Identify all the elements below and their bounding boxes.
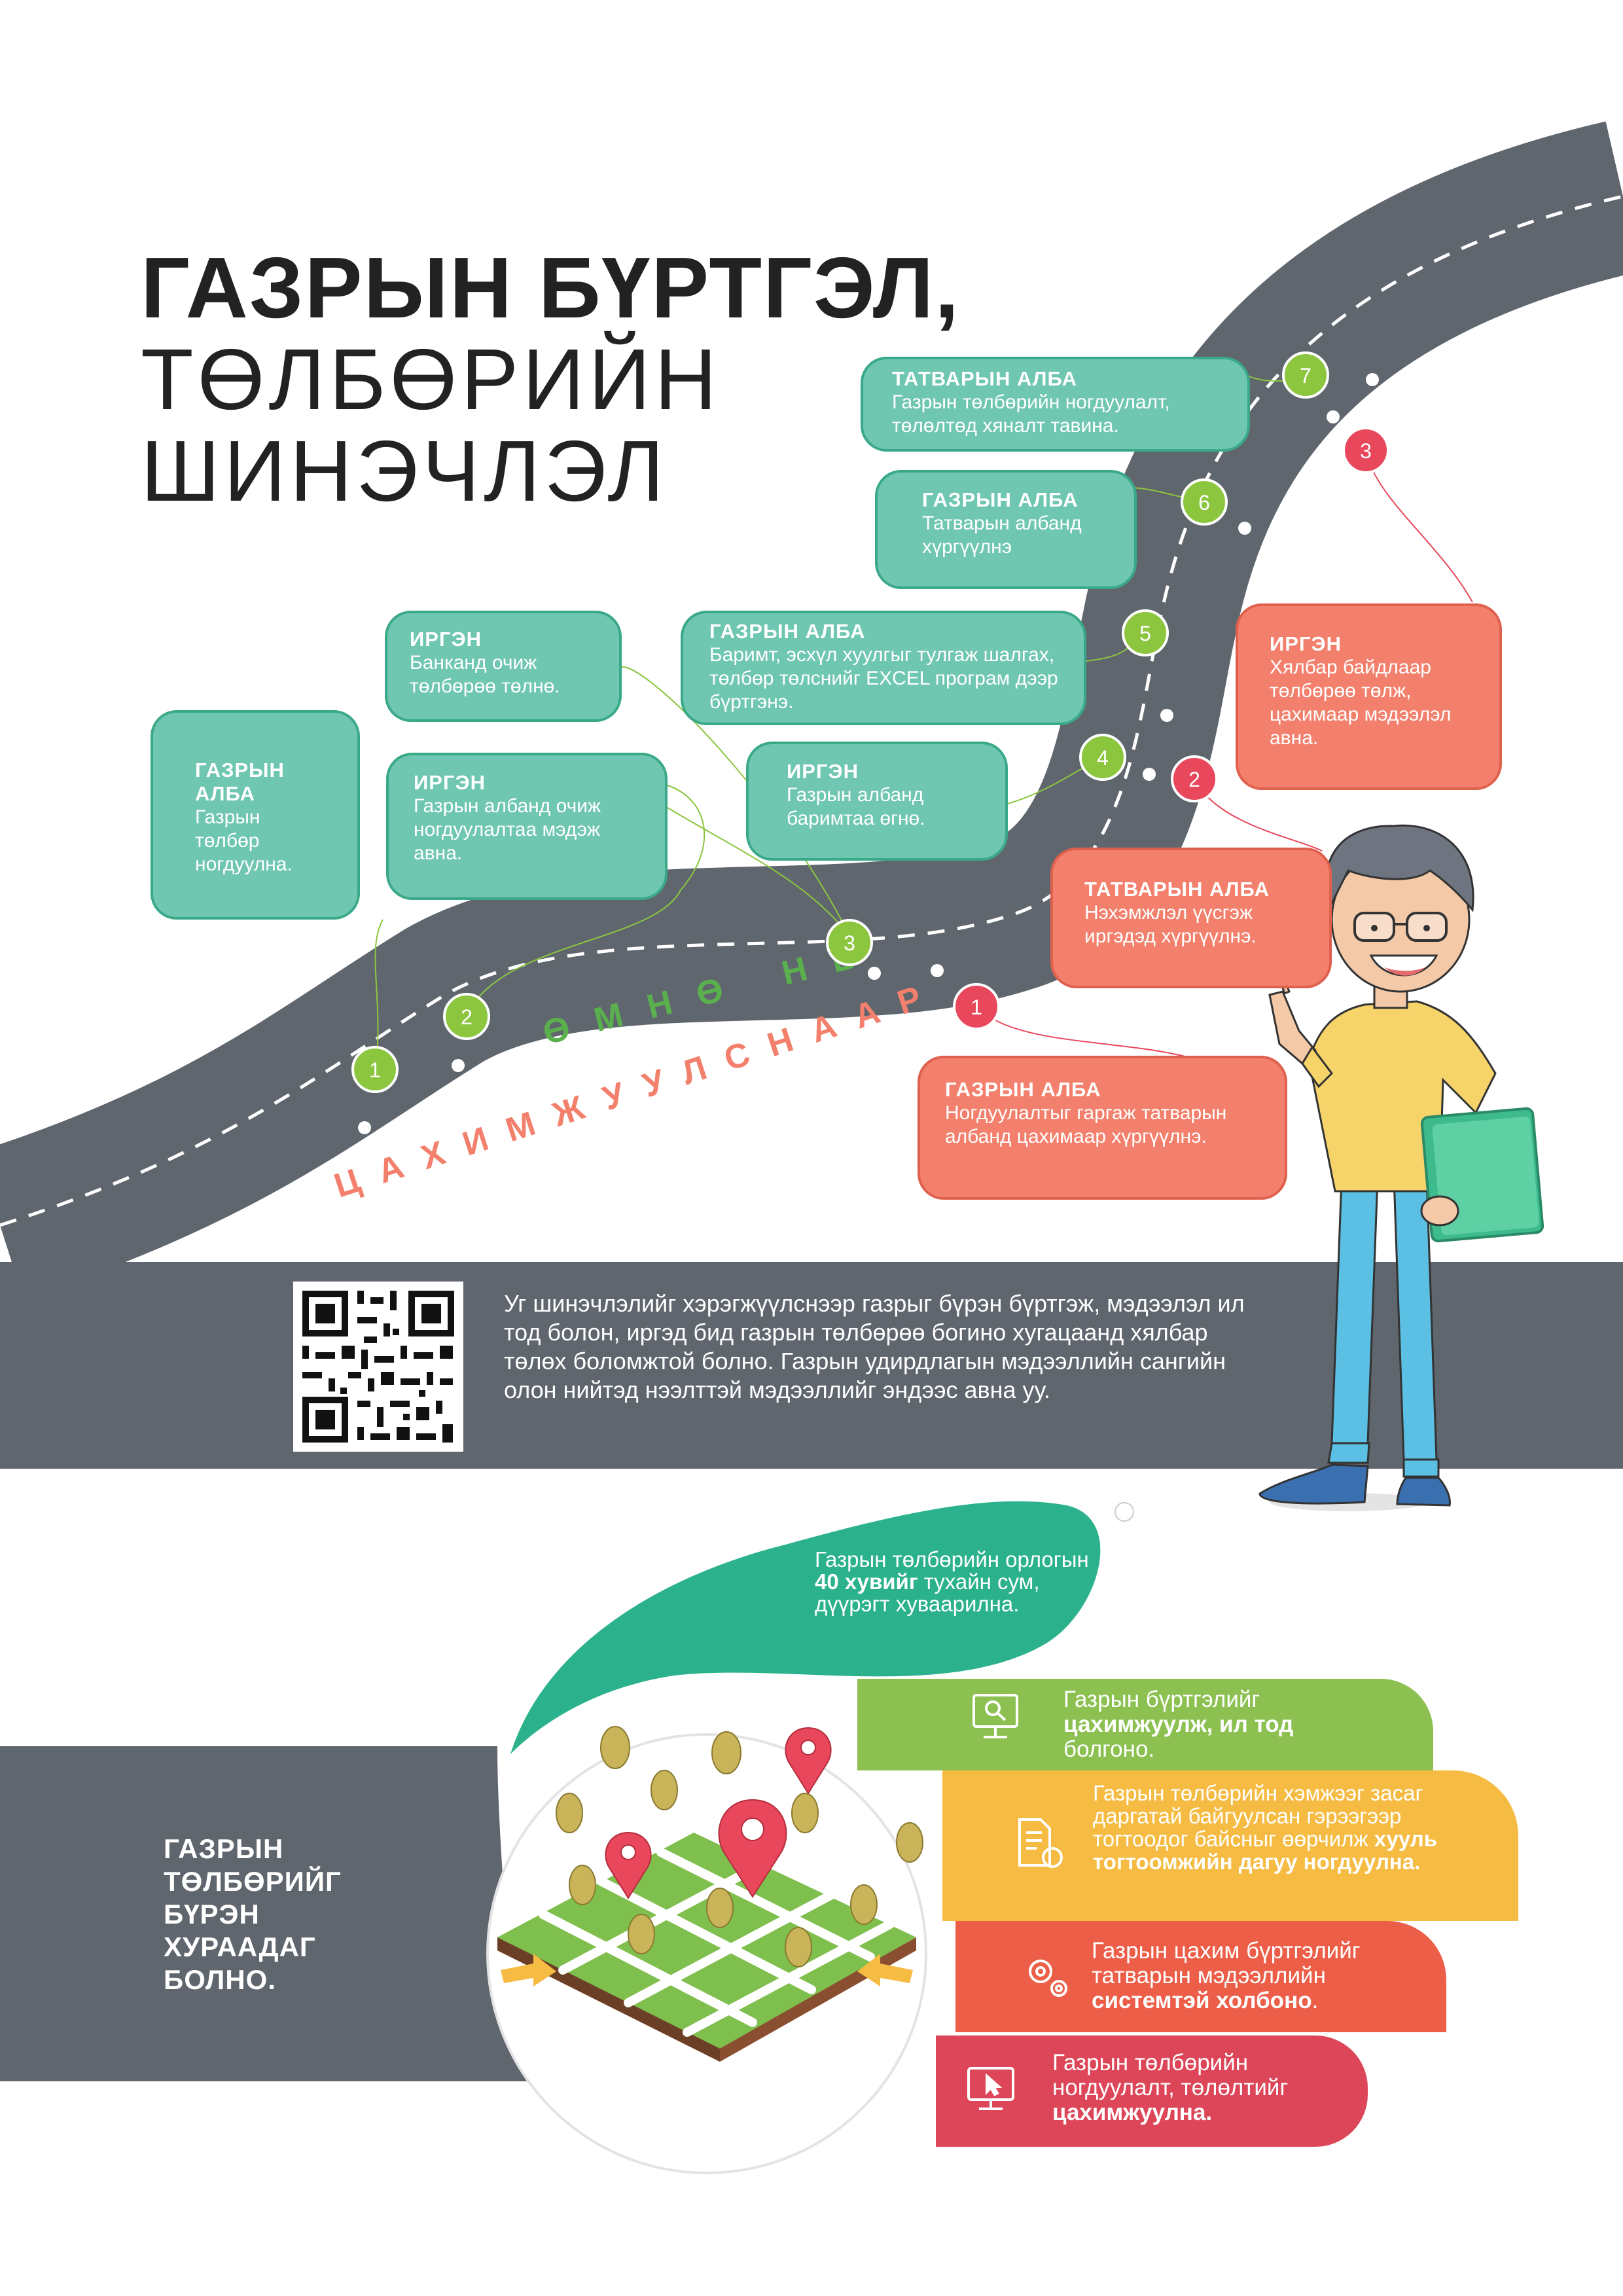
benefit-text-3: Газрын цахим бүртгэлийг татварын мэдээлл… (1092, 1939, 1432, 2013)
map-illustration (486, 1726, 927, 2174)
step-heading: ГАЗРЫН АЛБА (922, 488, 1079, 511)
before-marker-7: 7 (1282, 351, 1329, 399)
benefit-text-1: Газрын бүртгэлийг цахимжуулж, ил тод бол… (1063, 1687, 1358, 1762)
step-heading: ИРГЭН (1270, 632, 1342, 655)
benefit-pre: Газрын төлбөрийн хэмжээг засаг даргатай … (1093, 1781, 1423, 1851)
step-text: Газрын албанд очиж ногдуулалтаа мэдэж ав… (414, 795, 601, 864)
step-heading: ИРГЭН (410, 628, 482, 651)
benefit-pre: Газрын бүртгэлийг (1063, 1687, 1260, 1712)
step-heading: ГАЗРЫН АЛБА (709, 620, 866, 643)
before-step-4-box: ИРГЭН Газрын албанд баримтаа өгнө. (746, 742, 1008, 861)
after-marker-2: 2 (1171, 755, 1218, 802)
svg-text:2: 2 (461, 1005, 473, 1029)
before-marker-4: 4 (1079, 734, 1126, 781)
step-text: Хялбар байдлаар төлбөрөө төлж, цахимаар … (1270, 656, 1452, 749)
benefit-bold: хууль тогтоомжийн дагуу ногдуулна. (1093, 1827, 1437, 1874)
character-illustration (1258, 824, 1544, 1511)
step-text: Газрын албанд баримтаа өгнө. (787, 784, 925, 829)
svg-text:7: 7 (1300, 364, 1311, 387)
bubble-dot (1115, 1502, 1134, 1522)
step-text: Татварын албанд хүргүүлнэ (922, 512, 1082, 558)
before-step-2-box: ИРГЭН Газрын албанд очиж ногдуулалтаа мэ… (386, 753, 668, 900)
step-text: Газрын төлбөр ногдуулна. (195, 806, 293, 875)
step-heading: ТАТВАРЫН АЛБА (892, 367, 1078, 390)
before-step-3-box: ИРГЭН Банканд очиж төлбөрөө төлнө. (385, 611, 622, 722)
step-heading: ГАЗРЫН АЛБА (945, 1078, 1101, 1101)
step-heading: ТАТВАРЫН АЛБА (1084, 878, 1270, 901)
before-marker-2: 2 (443, 993, 490, 1040)
step-text: Банканд очиж төлбөрөө төлнө. (410, 652, 560, 697)
before-marker-6: 6 (1181, 478, 1228, 526)
before-marker-1: 1 (351, 1046, 399, 1093)
before-marker-5: 5 (1122, 609, 1169, 656)
step-heading: ГАЗРЫН АЛБА (195, 759, 285, 805)
benefit-post: болгоно. (1063, 1736, 1155, 1762)
step-text: Баримт, эсхүл хуулгыг тулгаж шалгах, төл… (709, 644, 1058, 713)
benefit-pre: Газрын цахим бүртгэлийг татварын мэдээлл… (1092, 1938, 1361, 1988)
bottom-band (0, 1746, 530, 2081)
step-text: Ногдуулалтыг гаргаж татварын албанд цахи… (945, 1102, 1227, 1147)
road-dots (358, 373, 1379, 1134)
document-badge-icon (1018, 1818, 1063, 1868)
bubble-text-post: тухайн сум, дүүрэгт хуваарилна. (815, 1570, 1040, 1616)
step-markers: 1 2 3 4 5 6 7 1 2 3 (351, 351, 1389, 1093)
step-heading: ИРГЭН (787, 760, 859, 783)
svg-text:6: 6 (1198, 491, 1210, 514)
svg-text:2: 2 (1188, 768, 1200, 791)
bottom-title: ГАЗРЫН ТӨЛБӨРИЙГ БҮРЭН ХУРААДАГ БОЛНО. (164, 1833, 342, 1995)
monitor-search-icon (972, 1694, 1018, 1738)
map-pin-icon (605, 1727, 832, 1899)
benefit-bold: цахимжуулна. (1052, 2100, 1213, 2125)
bubble-text-bold: 40 хувийг (815, 1570, 918, 1594)
benefit-pre: Газрын төлбөрийн ногдуулалт, төлөлтийг (1052, 2050, 1289, 2100)
after-step-2-box: ТАТВАРЫН АЛБА Нэхэмжлэл үүсгэж иргэдэд х… (1050, 848, 1332, 988)
before-step-7-box: ТАТВАРЫН АЛБА Газрын төлбөрийн ногдуулал… (861, 357, 1250, 452)
benefit-bold: системтэй холбоно (1092, 1988, 1312, 2013)
bubble-text-pre: Газрын төлбөрийн орлогын (815, 1547, 1089, 1571)
after-step-3-box: ИРГЭН Хялбар байдлаар төлбөрөө төлж, цах… (1236, 603, 1502, 790)
svg-text:3: 3 (844, 931, 855, 955)
monitor-cursor-icon (967, 2067, 1014, 2110)
svg-text:3: 3 (1360, 439, 1372, 463)
info-band-text: Уг шинэчлэлийг хэрэгжүүлснээр газрыг бүр… (504, 1290, 1245, 1403)
step-heading: ИРГЭН (414, 771, 486, 794)
qr-code[interactable] (293, 1282, 463, 1452)
gears-icon (1029, 1960, 1067, 1997)
svg-text:1: 1 (369, 1058, 381, 1082)
svg-text:4: 4 (1097, 746, 1109, 770)
bubble-text: Газрын төлбөрийн орлогын 40 хувийг тухай… (815, 1549, 1090, 1615)
svg-text:5: 5 (1139, 622, 1151, 645)
benefit-bold: цахимжуулж, ил тод (1063, 1712, 1294, 1737)
title-line-1: ГАЗРЫН БҮРТГЭЛ, (141, 240, 961, 336)
before-step-1-box: ГАЗРЫН АЛБА Газрын төлбөр ногдуулна. (151, 710, 360, 920)
teal-bubble (510, 1501, 1101, 1754)
title-line-3: ШИНЭЧЛЭЛ (141, 423, 668, 519)
svg-text:1: 1 (971, 996, 982, 1019)
after-step-1-box: ГАЗРЫН АЛБА Ногдуулалтыг гаргаж татварын… (918, 1056, 1287, 1200)
after-marker-3: 3 (1342, 427, 1389, 474)
before-marker-3: 3 (826, 919, 873, 966)
before-step-5-box: ГАЗРЫН АЛБА Баримт, эсхүл хуулгыг тулгаж… (681, 611, 1086, 725)
page-title: ГАЗРЫН БҮРТГЭЛ, ТӨЛБӨРИЙН ШИНЭЧЛЭЛ (141, 242, 960, 517)
benefit-text-4: Газрын төлбөрийн ногдуулалт, төлөлтийг ц… (1052, 2051, 1360, 2125)
title-line-2: ТӨЛБӨРИЙН (141, 331, 721, 427)
step-text: Нэхэмжлэл үүсгэж иргэдэд хүргүүлнэ. (1084, 902, 1257, 947)
before-step-6-box: ГАЗРЫН АЛБА Татварын албанд хүргүүлнэ (875, 470, 1137, 589)
benefit-pills (857, 1679, 1518, 2147)
benefit-post: . (1311, 1988, 1319, 2013)
tree (556, 1726, 923, 1967)
after-marker-1: 1 (953, 983, 1000, 1030)
benefit-text-2: Газрын төлбөрийн хэмжээг засаг даргатай … (1093, 1782, 1486, 1873)
step-text: Газрын төлбөрийн ногдуулалт, төлөлтөд хя… (892, 391, 1170, 437)
